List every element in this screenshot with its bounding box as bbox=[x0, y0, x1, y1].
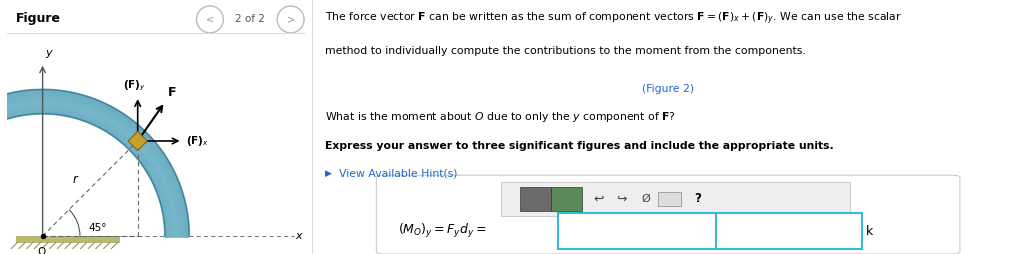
Text: (Figure 2): (Figure 2) bbox=[642, 84, 694, 94]
Text: $\mathbf{(F)}_x$: $\mathbf{(F)}_x$ bbox=[186, 134, 209, 148]
Text: View Available Hint(s): View Available Hint(s) bbox=[339, 169, 458, 179]
Text: $\mathbf{(F)}_y$: $\mathbf{(F)}_y$ bbox=[123, 78, 145, 92]
Text: y: y bbox=[46, 48, 52, 58]
Text: Value: Value bbox=[570, 225, 606, 238]
FancyBboxPatch shape bbox=[377, 175, 959, 254]
Text: 2 of 2: 2 of 2 bbox=[236, 14, 265, 24]
Text: Units: Units bbox=[728, 225, 762, 238]
Text: F: F bbox=[168, 86, 176, 99]
Text: <: < bbox=[206, 14, 214, 24]
Text: Express your answer to three significant figures and include the appropriate uni: Express your answer to three significant… bbox=[326, 141, 834, 151]
Polygon shape bbox=[128, 131, 147, 151]
Text: O: O bbox=[37, 247, 45, 254]
FancyBboxPatch shape bbox=[551, 186, 582, 211]
Text: Ø: Ø bbox=[641, 194, 650, 204]
Text: The force vector $\mathbf{F}$ can be written as the sum of component vectors $\m: The force vector $\mathbf{F}$ can be wri… bbox=[326, 10, 902, 27]
Text: $(M_O)_y = F_y d_y =$: $(M_O)_y = F_y d_y =$ bbox=[397, 222, 486, 240]
Text: r: r bbox=[73, 172, 78, 185]
FancyBboxPatch shape bbox=[15, 236, 120, 243]
Text: □
□: □ □ bbox=[524, 192, 531, 203]
Text: k: k bbox=[866, 225, 873, 238]
Text: method to individually compute the contributions to the moment from the componen: method to individually compute the contr… bbox=[326, 46, 806, 56]
Text: ▶: ▶ bbox=[326, 169, 332, 178]
FancyBboxPatch shape bbox=[658, 192, 681, 206]
FancyBboxPatch shape bbox=[716, 213, 862, 249]
Text: x: x bbox=[295, 231, 302, 241]
Text: Figure: Figure bbox=[15, 12, 60, 25]
Text: μÅ: μÅ bbox=[566, 193, 580, 205]
Text: ?: ? bbox=[694, 192, 701, 205]
Text: What is the moment about $\it{O}$ due to only the $\it{y}$ component of $\mathbf: What is the moment about $\it{O}$ due to… bbox=[326, 110, 676, 124]
Text: >: > bbox=[287, 14, 295, 24]
Text: ↪: ↪ bbox=[616, 192, 627, 205]
Text: ↩: ↩ bbox=[593, 192, 604, 205]
FancyBboxPatch shape bbox=[501, 182, 850, 216]
Text: 45°: 45° bbox=[89, 223, 108, 233]
FancyBboxPatch shape bbox=[520, 186, 552, 211]
FancyBboxPatch shape bbox=[558, 213, 718, 249]
